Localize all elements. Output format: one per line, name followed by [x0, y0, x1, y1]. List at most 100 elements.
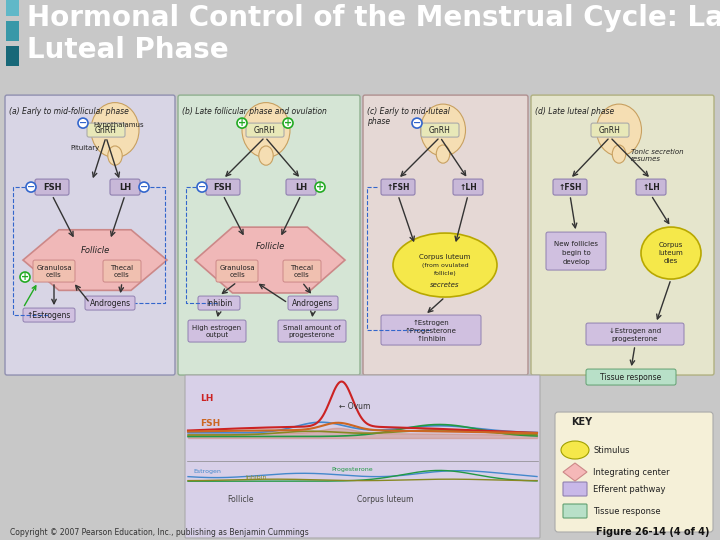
Circle shape	[78, 118, 88, 128]
Circle shape	[20, 272, 30, 282]
Text: secretes: secretes	[431, 282, 460, 288]
Text: +: +	[316, 182, 324, 192]
Polygon shape	[563, 463, 587, 481]
Text: Small amount of
progesterone: Small amount of progesterone	[283, 325, 341, 338]
Text: Inhibin: Inhibin	[245, 475, 266, 480]
FancyBboxPatch shape	[278, 320, 346, 342]
Text: LH: LH	[295, 183, 307, 192]
Circle shape	[315, 182, 325, 192]
FancyBboxPatch shape	[636, 179, 666, 195]
Ellipse shape	[641, 227, 701, 279]
Text: ↑LH: ↑LH	[459, 183, 477, 192]
Text: ↑Estrogens: ↑Estrogens	[27, 310, 71, 320]
FancyBboxPatch shape	[185, 375, 540, 538]
Text: GnRH: GnRH	[429, 126, 451, 134]
Ellipse shape	[596, 104, 642, 156]
Text: GnRH: GnRH	[599, 126, 621, 134]
Bar	[6, 0, 19, 16]
FancyBboxPatch shape	[363, 95, 528, 375]
Circle shape	[283, 118, 293, 128]
Text: Thecal
cells: Thecal cells	[290, 265, 314, 278]
Text: (c) Early to mid-luteal
phase: (c) Early to mid-luteal phase	[367, 107, 450, 126]
Text: Tissue response: Tissue response	[600, 373, 662, 382]
FancyBboxPatch shape	[421, 123, 459, 137]
Circle shape	[197, 182, 207, 192]
FancyBboxPatch shape	[198, 296, 240, 310]
Text: follicle): follicle)	[433, 271, 456, 275]
FancyBboxPatch shape	[188, 320, 246, 342]
Text: Thecal
cells: Thecal cells	[110, 265, 134, 278]
Polygon shape	[23, 230, 167, 291]
Text: New follicles: New follicles	[554, 241, 598, 247]
FancyBboxPatch shape	[246, 123, 284, 137]
Bar	[6, 22, 19, 41]
Text: Androgens: Androgens	[292, 299, 333, 308]
Text: ↑Progesterone: ↑Progesterone	[405, 328, 457, 334]
Text: ↑FSH: ↑FSH	[386, 183, 410, 192]
FancyBboxPatch shape	[87, 123, 125, 137]
Circle shape	[139, 182, 149, 192]
FancyBboxPatch shape	[216, 260, 258, 282]
Text: −: −	[198, 182, 206, 192]
FancyBboxPatch shape	[586, 369, 676, 385]
FancyBboxPatch shape	[103, 260, 141, 282]
Text: +: +	[238, 118, 246, 128]
Text: Efferent pathway: Efferent pathway	[593, 484, 665, 494]
Text: +: +	[284, 118, 292, 128]
Text: ↑LH: ↑LH	[642, 183, 660, 192]
Text: High estrogen
output: High estrogen output	[192, 325, 242, 338]
Text: LH: LH	[200, 394, 213, 402]
Text: Copyright © 2007 Pearson Education, Inc., publishing as Benjamin Cummings: Copyright © 2007 Pearson Education, Inc.…	[10, 528, 309, 537]
FancyBboxPatch shape	[35, 179, 69, 195]
FancyBboxPatch shape	[286, 179, 316, 195]
Ellipse shape	[612, 145, 626, 163]
Polygon shape	[195, 227, 345, 293]
Circle shape	[412, 118, 422, 128]
Text: (b) Late follicular phase and ovulation: (b) Late follicular phase and ovulation	[182, 107, 327, 116]
Text: Tissue response: Tissue response	[593, 507, 661, 516]
FancyBboxPatch shape	[288, 296, 338, 310]
Text: Stimulus: Stimulus	[593, 446, 629, 455]
FancyBboxPatch shape	[33, 260, 75, 282]
Text: KEY: KEY	[571, 417, 592, 427]
FancyBboxPatch shape	[110, 179, 140, 195]
Text: LH: LH	[119, 183, 131, 192]
Text: Hormonal Control of the Menstrual Cycle: Late
Luteal Phase: Hormonal Control of the Menstrual Cycle:…	[27, 4, 720, 64]
Text: ↓Estrogen and: ↓Estrogen and	[609, 328, 661, 334]
FancyBboxPatch shape	[453, 179, 483, 195]
Ellipse shape	[436, 145, 450, 163]
Text: Androgens: Androgens	[89, 299, 130, 308]
Text: −: −	[413, 118, 421, 128]
Text: Granulosa
cells: Granulosa cells	[219, 265, 255, 278]
Text: dies: dies	[664, 258, 678, 264]
Bar	[6, 46, 19, 66]
Text: +: +	[21, 272, 29, 282]
Ellipse shape	[108, 146, 122, 165]
Ellipse shape	[420, 104, 466, 156]
Text: (a) Early to mid-follicular phase: (a) Early to mid-follicular phase	[9, 107, 129, 116]
Text: Follicle: Follicle	[81, 246, 109, 254]
Text: (d) Late luteal phase: (d) Late luteal phase	[535, 107, 614, 116]
Text: −: −	[140, 182, 148, 192]
Text: FSH: FSH	[200, 418, 220, 428]
Text: ← Ovum: ← Ovum	[339, 402, 370, 410]
Text: Corpus luteum: Corpus luteum	[357, 495, 413, 503]
Bar	[297, 377, 417, 536]
FancyBboxPatch shape	[563, 482, 587, 496]
Text: Inhibin: Inhibin	[206, 299, 232, 308]
Text: Estrogen: Estrogen	[193, 469, 221, 474]
Text: ↑Inhibin: ↑Inhibin	[416, 336, 446, 342]
Text: ↑Estrogen: ↑Estrogen	[413, 320, 449, 326]
Text: Follicle: Follicle	[227, 495, 253, 503]
Text: −: −	[79, 118, 87, 128]
Bar	[417, 377, 537, 536]
FancyBboxPatch shape	[381, 315, 481, 345]
Text: luteum: luteum	[659, 250, 683, 256]
Text: Progesterone: Progesterone	[331, 467, 373, 471]
Text: (from ovulated: (from ovulated	[422, 262, 468, 267]
Text: Integrating center: Integrating center	[593, 468, 670, 476]
FancyBboxPatch shape	[283, 260, 321, 282]
Text: Pituitary: Pituitary	[70, 145, 99, 151]
Text: begin to: begin to	[562, 250, 590, 256]
Text: Granulosa
cells: Granulosa cells	[36, 265, 72, 278]
